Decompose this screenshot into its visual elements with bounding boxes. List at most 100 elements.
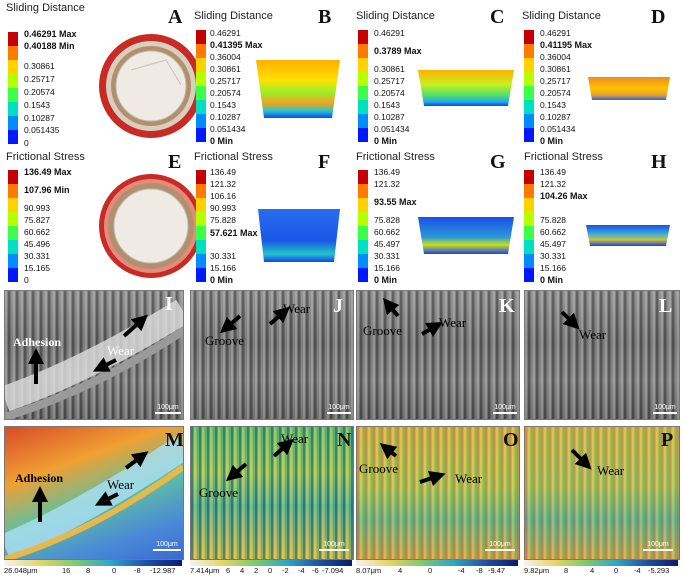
- panel-h-tick: 15.166: [540, 263, 566, 273]
- arrow: [122, 314, 148, 338]
- wear-track-m: [5, 436, 183, 559]
- panel-o-letter: O: [503, 429, 519, 451]
- label-wear: Wear: [439, 315, 467, 330]
- panel-a-colorbar: [8, 32, 18, 144]
- panel-h-colorbar: [524, 170, 534, 282]
- panel-g-tick: 15.166: [374, 263, 400, 273]
- panel-c-colorbar: [358, 30, 368, 142]
- label-wear: Wear: [107, 477, 135, 492]
- panel-h-title: Frictional Stress: [524, 151, 603, 163]
- label-groove: Groove: [205, 333, 244, 348]
- panel-g-colorbar: [358, 170, 368, 282]
- colorbar-label: 8: [564, 566, 569, 575]
- panel-m-letter: M: [165, 429, 184, 451]
- panel-b-max: 0.41395 Max: [210, 40, 263, 50]
- panel-c-letter: C: [490, 6, 505, 28]
- panel-d-min: 0 Min: [540, 136, 564, 146]
- arrow: [219, 314, 242, 334]
- panel-f-min: 0 Min: [210, 275, 234, 285]
- panel-k-letter: K: [499, 295, 515, 317]
- panel-c-tick: 0.25717: [374, 76, 405, 86]
- panel-f-tick: 30.331: [210, 251, 236, 261]
- label-wear: Wear: [455, 471, 483, 486]
- scale-bar: 100μm: [153, 541, 181, 551]
- colorbar-label: -7.094: [322, 566, 344, 575]
- panel-h-tick: 30.331: [540, 251, 566, 261]
- panel-b-tick: 0.46291: [210, 28, 241, 38]
- panel-i-letter: I: [165, 293, 173, 315]
- scale-bar: 100μm: [493, 404, 517, 414]
- panel-g-tick: 75.828: [374, 215, 400, 225]
- panel-e-min: 107.96 Min: [24, 185, 70, 195]
- colorbar-label: 7.414μm: [190, 566, 220, 575]
- colorbar-label: -4: [634, 566, 641, 575]
- panel-b-min: 0 Min: [210, 136, 234, 146]
- panel-a-tick: 0.051435: [24, 125, 60, 135]
- arrow: [268, 306, 291, 326]
- panel-a-tick: 0.10287: [24, 113, 55, 123]
- scale-bar: 100μm: [485, 541, 515, 551]
- panel-e-tick: 30.331: [24, 251, 50, 261]
- wear-track-i: [5, 299, 183, 419]
- panel-e-max: 136.49 Max: [24, 167, 72, 177]
- colorbar-label: -4: [458, 566, 465, 575]
- panel-d-title: Sliding Distance: [522, 10, 601, 22]
- label-adhesion: Adhesion: [13, 335, 62, 349]
- arrow: [94, 491, 119, 506]
- panel-g-title: Frictional Stress: [356, 151, 435, 163]
- colorbar-label: 6: [226, 566, 231, 575]
- colorbar-label: 0: [268, 566, 273, 575]
- panel-h-tick: 75.828: [540, 215, 566, 225]
- panel-b-tick: 0.10287: [210, 112, 241, 122]
- panel-a-min: 0.40188 Min: [24, 41, 75, 51]
- panel-a-tick: 0: [24, 138, 29, 148]
- panel-f-max: 57.621 Max: [210, 228, 258, 238]
- cone-model-d: [588, 77, 670, 100]
- panel-d-tick: 0.10287: [540, 112, 571, 122]
- panel-a-title: Sliding Distance: [6, 2, 85, 14]
- panel-j-letter: J: [333, 295, 343, 317]
- colorbar-label: -6: [312, 566, 319, 575]
- panel-e-colorbar: [8, 170, 18, 282]
- colorbar-label: 9.82μm: [524, 566, 550, 575]
- arrow: [92, 357, 117, 372]
- colorbar-label: -9.47: [488, 566, 506, 575]
- ring-model-a: [99, 34, 203, 138]
- label-groove: Groove: [363, 323, 402, 338]
- ring-model-e: [99, 174, 203, 278]
- panel-p-letter: P: [661, 429, 674, 451]
- cone-model-h: [586, 225, 670, 246]
- panel-f-tick: 75.828: [210, 215, 236, 225]
- panel-c-max: 0.3789 Max: [374, 46, 422, 56]
- panel-d-letter: D: [651, 6, 666, 28]
- panel-c-min: 0 Min: [374, 136, 398, 146]
- micrograph-j: J Groove Wear 100μm: [190, 290, 354, 420]
- panel-h-letter: H: [651, 151, 667, 173]
- panel-d-tick: 0.36004: [540, 52, 571, 62]
- panel-h-tick: 136.49: [540, 167, 566, 177]
- scale-bar: 100μm: [155, 404, 181, 414]
- height-colorbar-n: [190, 560, 352, 566]
- panel-g-tick: 30.331: [374, 251, 400, 261]
- panel-e-tick: 45.496: [24, 239, 50, 249]
- colorbar-label: 26.048μm: [4, 566, 38, 575]
- panel-n-letter: N: [337, 429, 352, 451]
- panel-f-letter: F: [318, 151, 331, 173]
- panel-a-letter: A: [168, 6, 183, 28]
- panel-c-tick: 0.20574: [374, 88, 405, 98]
- panel-f-title: Frictional Stress: [194, 151, 273, 163]
- panel-h-tick: 121.32: [540, 179, 566, 189]
- panel-c-tick: 0.30861: [374, 64, 405, 74]
- colorbar-label: -2: [282, 566, 289, 575]
- colorbar-label: 0: [112, 566, 117, 575]
- arrow: [379, 443, 398, 460]
- label-wear: Wear: [107, 343, 135, 358]
- panel-d-max: 0.41195 Max: [540, 40, 593, 50]
- label-groove: Groove: [359, 461, 398, 476]
- label-wear: Wear: [579, 327, 607, 342]
- panel-h-max: 104.26 Max: [540, 191, 588, 201]
- arrow: [124, 451, 149, 470]
- cone-model-g: [418, 217, 514, 254]
- panel-e-tick: 90.993: [24, 203, 50, 213]
- height-colorbar-o: [356, 560, 518, 566]
